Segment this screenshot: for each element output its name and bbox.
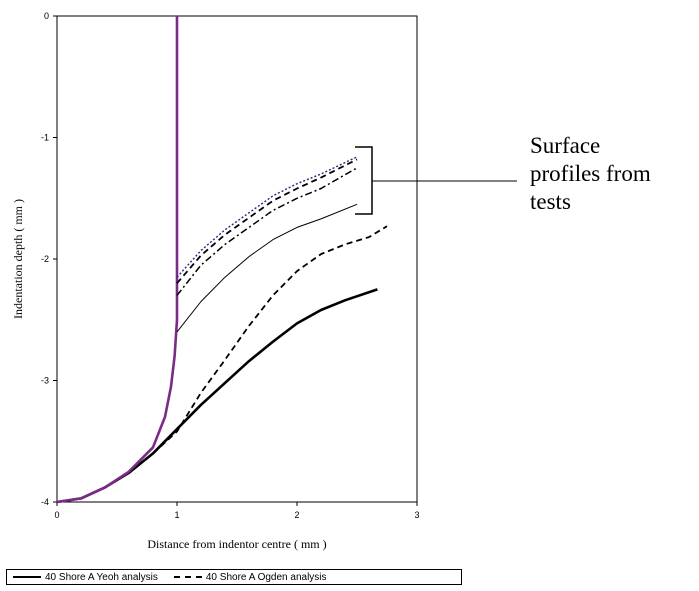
series-line-6 [176, 156, 358, 278]
legend-label: 40 Shore A Yeoh analysis [45, 571, 158, 583]
series-line-4 [176, 167, 358, 296]
y-tick-label: -2 [41, 254, 49, 264]
legend: 40 Shore A Yeoh analysis 40 Shore A Ogde… [6, 569, 462, 585]
legend-swatch-dashed [173, 576, 202, 578]
y-tick-label: 0 [44, 11, 49, 21]
series-line-2 [56, 16, 179, 504]
legend-item-ogden: 40 Shore A Ogden analysis [173, 571, 327, 583]
plot-area [56, 15, 418, 503]
series-line-5 [176, 158, 358, 284]
series-line-0 [56, 288, 378, 504]
x-tick-label: 1 [174, 510, 179, 520]
x-axis-label: Distance from indentor centre ( mm ) [147, 537, 326, 551]
annotation-line: tests [530, 189, 571, 214]
y-axis: 0 -1 -2 -3 -4 [41, 11, 57, 507]
y-tick-label: -4 [41, 497, 49, 507]
x-axis: 0 1 2 3 [54, 502, 420, 520]
legend-label: 40 Shore A Ogden analysis [205, 571, 327, 583]
series-line-3 [176, 203, 358, 333]
annotation-line: profiles from [530, 161, 651, 186]
x-tick-label: 3 [414, 510, 419, 520]
x-tick-label: 0 [54, 510, 59, 520]
legend-swatch-solid [13, 576, 41, 578]
legend-item-yeoh: 40 Shore A Yeoh analysis [13, 572, 158, 583]
series-line-1 [56, 225, 388, 503]
y-axis-label: Indentation depth ( mm ) [11, 199, 25, 319]
y-tick-label: -1 [41, 133, 49, 143]
annotation-text: Surface profiles from tests [530, 132, 699, 216]
annotation-line: Surface [530, 133, 601, 158]
y-tick-label: -3 [41, 376, 49, 386]
series-layer [56, 16, 388, 504]
annotation-bracket [355, 146, 373, 215]
x-tick-label: 2 [294, 510, 299, 520]
